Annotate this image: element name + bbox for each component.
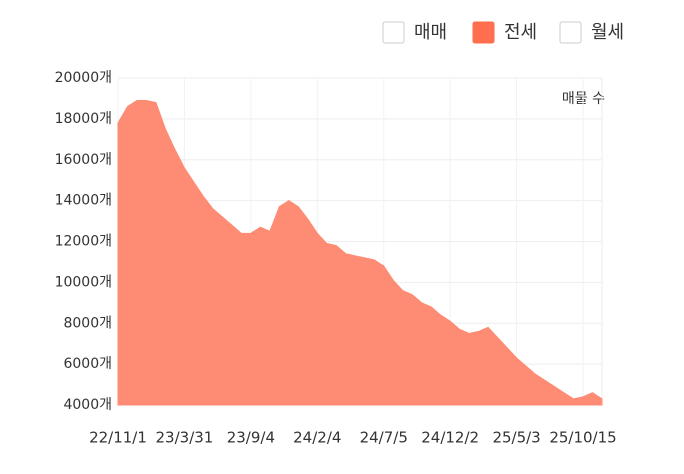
y-tick-label: 4000개 [63,397,112,413]
y-tick-label: 6000개 [63,356,112,372]
y-tick-label: 18000개 [55,111,112,127]
legend-box[interactable] [472,21,495,44]
y-tick-label: 16000개 [55,152,112,168]
x-tick-label: 23/9/4 [227,429,275,447]
x-tick-label: 24/7/5 [360,429,408,447]
y-tick-label: 10000개 [55,274,112,290]
x-tick-label: 22/11/1 [89,429,147,447]
legend-label[interactable]: 월세 [591,22,624,43]
x-tick-label: 25/10/15 [549,429,616,447]
legend-box[interactable] [382,21,405,44]
x-tick-label: 23/3/31 [156,429,214,447]
area [117,99,603,406]
legend-box[interactable] [559,21,582,44]
y-tick-label: 8000개 [63,315,112,331]
x-tick-label: 25/5/3 [492,429,540,447]
legend-label[interactable]: 매매 [414,22,447,43]
y-tick-label: 20000개 [55,70,112,86]
x-tick-label: 24/2/4 [293,429,341,447]
y-tick-label: 12000개 [55,234,112,250]
legend-label[interactable]: 전세 [504,22,537,43]
y-tick-label: 14000개 [55,193,112,209]
x-tick-label: 24/12/2 [421,429,479,447]
